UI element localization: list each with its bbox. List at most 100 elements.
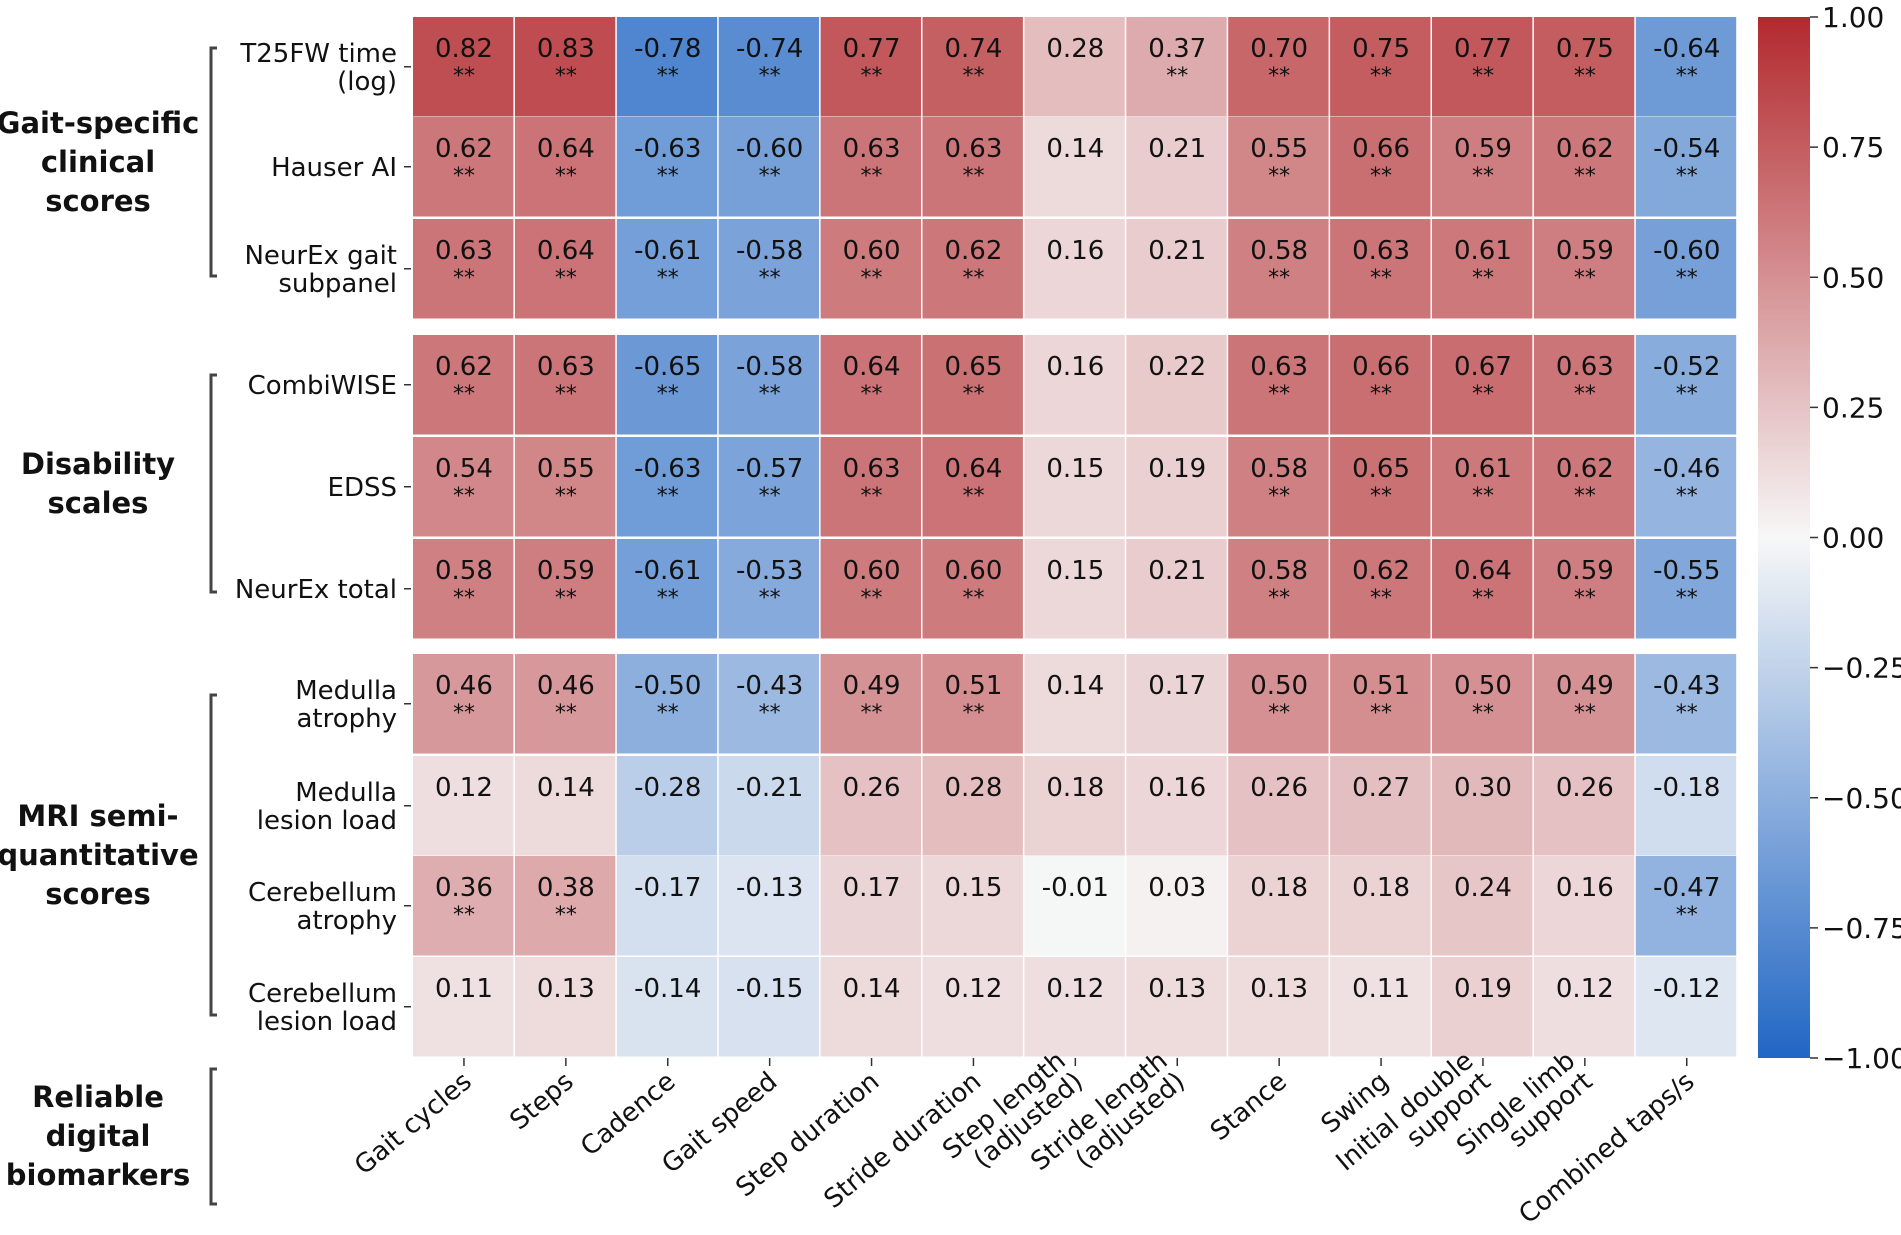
cell-value: 0.60 bbox=[945, 556, 1003, 586]
cell-value: -0.57 bbox=[736, 454, 803, 484]
heatmap-cell-fill bbox=[1330, 756, 1431, 856]
cell-value: 0.28 bbox=[945, 773, 1003, 803]
cell-significance: ** bbox=[555, 586, 577, 611]
cell-value: 0.13 bbox=[1250, 974, 1308, 1004]
heatmap-cell: -0.50** bbox=[616, 654, 718, 754]
heatmap-cell-fill bbox=[1228, 654, 1329, 754]
cell-value: 0.60 bbox=[843, 556, 901, 586]
heatmap-cell-fill bbox=[1533, 117, 1635, 217]
group-label-line: scores bbox=[45, 877, 151, 911]
row-label-line: subpanel bbox=[278, 269, 397, 299]
cell-value: -0.47 bbox=[1653, 873, 1720, 903]
heatmap-cell: 0.83** bbox=[514, 17, 616, 117]
cell-value: 0.67 bbox=[1454, 352, 1512, 382]
cell-significance: ** bbox=[759, 701, 781, 726]
cell-significance: ** bbox=[1574, 586, 1596, 611]
heatmap-cell: -0.57** bbox=[718, 437, 820, 537]
heatmap-cell: 0.12 bbox=[1024, 957, 1125, 1057]
heatmap-cell-fill bbox=[820, 756, 921, 856]
cell-significance: ** bbox=[759, 164, 781, 189]
cell-significance: ** bbox=[1370, 64, 1392, 89]
cell-significance: ** bbox=[555, 164, 577, 189]
colorbar-tick: −0.50 bbox=[1810, 782, 1901, 815]
cell-value: 0.27 bbox=[1352, 773, 1410, 803]
cell-value: 0.65 bbox=[1352, 454, 1410, 484]
heatmap-cell: 0.49** bbox=[1533, 654, 1635, 754]
heatmap-cell: 0.75** bbox=[1330, 17, 1431, 117]
heatmap-cell: 0.46** bbox=[514, 654, 616, 754]
heatmap-cell: -0.21 bbox=[718, 756, 820, 856]
heatmap-cell-fill bbox=[1330, 335, 1431, 435]
heatmap-cell: -0.54** bbox=[1635, 117, 1737, 217]
heatmap-cell: -0.60** bbox=[1635, 219, 1737, 319]
heatmap-cell-fill bbox=[718, 117, 820, 217]
heatmap-cell-fill bbox=[514, 219, 616, 319]
heatmap-cell: -0.65** bbox=[616, 335, 718, 435]
cell-significance: ** bbox=[453, 586, 475, 611]
heatmap-cell-fill bbox=[1024, 654, 1125, 754]
cell-value: -0.63 bbox=[634, 454, 701, 484]
cell-significance: ** bbox=[861, 484, 883, 509]
row-label-line: CombiWISE bbox=[248, 371, 397, 401]
heatmap-cell-fill bbox=[1330, 957, 1431, 1057]
colorbar-tick-label: 0.00 bbox=[1822, 522, 1884, 555]
cell-value: 0.26 bbox=[843, 773, 901, 803]
heatmap-cell-fill bbox=[820, 856, 921, 956]
cell-value: 0.74 bbox=[945, 34, 1003, 64]
heatmap-cell: 0.21 bbox=[1126, 117, 1227, 217]
row-label-line: Cerebellum bbox=[248, 878, 397, 908]
cell-value: 0.17 bbox=[1148, 671, 1206, 701]
heatmap-cell-fill bbox=[1330, 17, 1431, 117]
cell-value: 0.24 bbox=[1454, 873, 1512, 903]
cell-value: 0.49 bbox=[1556, 671, 1614, 701]
heatmap-cell: 0.67** bbox=[1432, 335, 1533, 435]
heatmap-cell-fill bbox=[1432, 335, 1533, 435]
heatmap-cell-fill bbox=[413, 957, 514, 1057]
row-label-line: lesion load bbox=[257, 1007, 397, 1037]
heatmap-cell: 0.28 bbox=[1024, 17, 1125, 117]
cell-value: 0.59 bbox=[1556, 556, 1614, 586]
heatmap-cell-fill bbox=[1228, 219, 1329, 319]
heatmap-cell-fill bbox=[1228, 957, 1329, 1057]
heatmap-cell-fill bbox=[922, 856, 1023, 956]
colorbar-tick: 1.00 bbox=[1810, 1, 1884, 34]
cell-value: 0.63 bbox=[843, 134, 901, 164]
cell-significance: ** bbox=[1574, 382, 1596, 407]
heatmap-cell: -0.52** bbox=[1635, 335, 1737, 435]
heatmap-cell-fill bbox=[1635, 117, 1737, 217]
heatmap-cell-fill bbox=[1126, 117, 1227, 217]
heatmap-cell: 0.28 bbox=[922, 756, 1023, 856]
cell-value: 0.38 bbox=[537, 873, 595, 903]
colorbar-tick-label: 1.00 bbox=[1822, 1, 1884, 34]
heatmap-cell-fill bbox=[922, 335, 1023, 435]
cell-significance: ** bbox=[759, 64, 781, 89]
cell-value: 0.62 bbox=[1556, 134, 1614, 164]
cell-value: 0.15 bbox=[945, 873, 1003, 903]
row-label-line: NeurEx total bbox=[235, 575, 397, 605]
heatmap-cell: 0.64** bbox=[514, 219, 616, 319]
cell-value: 0.11 bbox=[1352, 974, 1410, 1004]
heatmap-cell: 0.51** bbox=[1330, 654, 1431, 754]
cell-significance: ** bbox=[1676, 701, 1698, 726]
cell-significance: ** bbox=[555, 903, 577, 928]
colorbar-tick-label: 0.75 bbox=[1822, 131, 1884, 164]
cell-significance: ** bbox=[453, 382, 475, 407]
cell-value: -0.13 bbox=[736, 873, 803, 903]
heatmap-cell: 0.60** bbox=[820, 539, 921, 639]
heatmap-cell-fill bbox=[1126, 17, 1227, 117]
cell-significance: ** bbox=[1676, 903, 1698, 928]
cell-value: 0.77 bbox=[1454, 34, 1512, 64]
cell-value: -0.50 bbox=[634, 671, 701, 701]
cell-significance: ** bbox=[1268, 64, 1290, 89]
cell-value: 0.62 bbox=[435, 134, 493, 164]
cell-value: 0.46 bbox=[537, 671, 595, 701]
cell-value: 0.61 bbox=[1454, 454, 1512, 484]
heatmap-cell-fill bbox=[1126, 856, 1227, 956]
cell-value: -0.15 bbox=[736, 974, 803, 1004]
cell-value: 0.75 bbox=[1556, 34, 1614, 64]
cell-significance: ** bbox=[1574, 164, 1596, 189]
heatmap-cell: 0.66** bbox=[1330, 335, 1431, 435]
heatmap-cell: 0.24 bbox=[1432, 856, 1533, 956]
